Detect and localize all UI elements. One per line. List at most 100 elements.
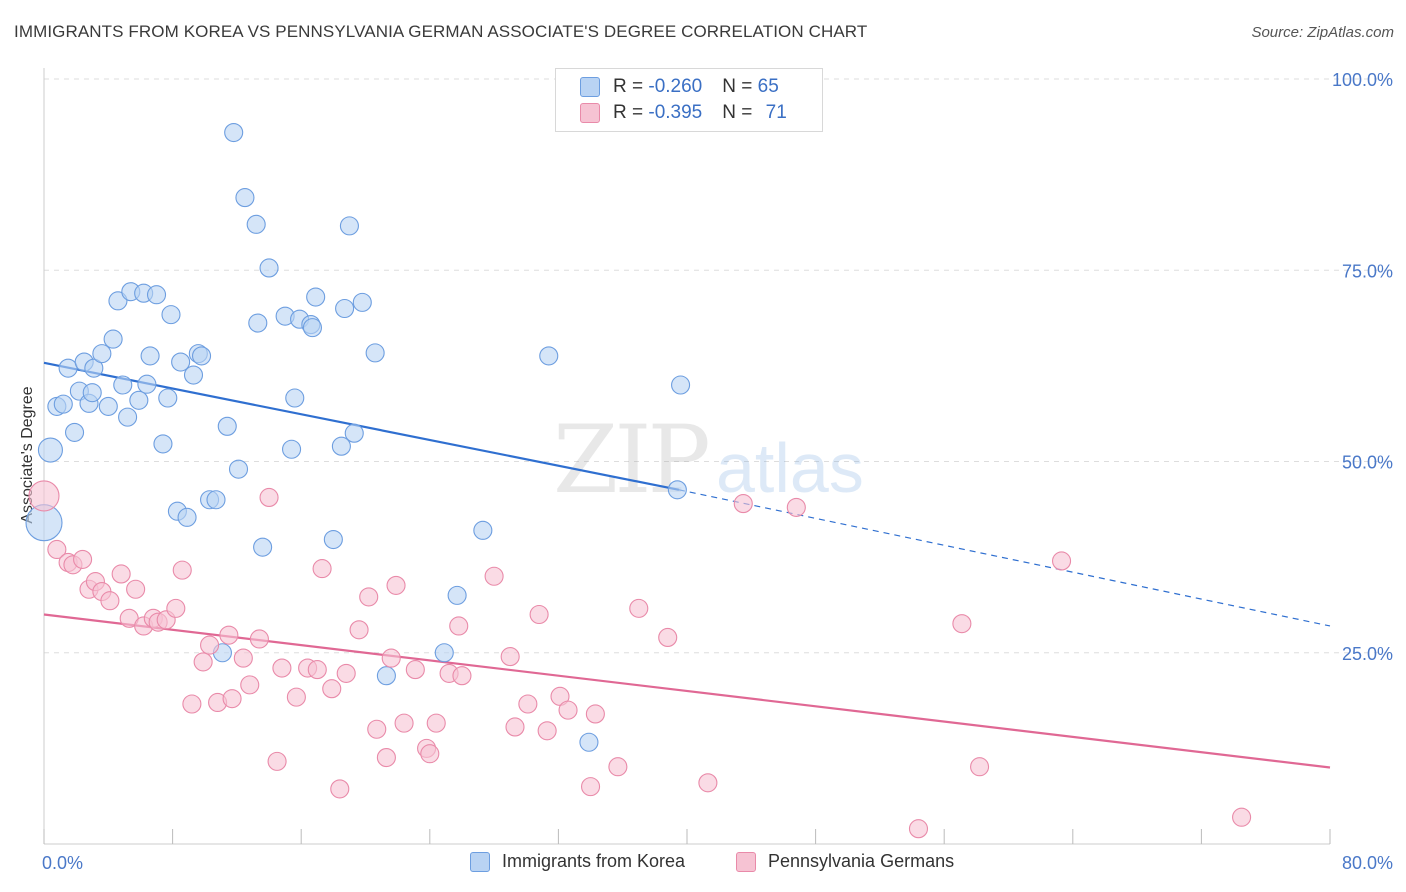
legend-r-value: -0.260 bbox=[648, 76, 703, 97]
korea-point bbox=[671, 375, 691, 395]
korea-point bbox=[53, 394, 73, 414]
legend-n-value: 71 bbox=[765, 102, 787, 123]
bottom-legend-swatch-korea bbox=[470, 851, 490, 872]
korea-point bbox=[161, 305, 181, 325]
pa-german-point bbox=[307, 660, 327, 680]
pa-german-point bbox=[585, 704, 605, 724]
pa-german-point bbox=[386, 575, 406, 595]
pa-german-point bbox=[394, 713, 414, 733]
korea-point bbox=[82, 383, 102, 403]
korea-point bbox=[248, 313, 268, 333]
korea-point bbox=[217, 416, 237, 436]
pa-german-point bbox=[629, 598, 649, 618]
korea-point bbox=[58, 358, 78, 378]
pa-german-point bbox=[100, 591, 120, 611]
pa-german-point bbox=[518, 694, 538, 714]
pa-german-point bbox=[233, 648, 253, 668]
korea-point bbox=[84, 358, 104, 378]
korea-point bbox=[118, 407, 138, 427]
pa-german-point bbox=[200, 635, 220, 655]
pa-german-point bbox=[786, 497, 806, 517]
korea-point bbox=[206, 490, 226, 510]
bottom-legend-korea: Immigrants from Korea bbox=[470, 851, 685, 872]
korea-point bbox=[434, 643, 454, 663]
pa-german-point bbox=[336, 663, 356, 683]
korea-point bbox=[183, 365, 204, 385]
korea-point bbox=[253, 537, 273, 557]
korea-point bbox=[246, 214, 266, 234]
pa-german-point bbox=[286, 687, 306, 707]
pa-german-point bbox=[952, 614, 972, 634]
pa-german-point bbox=[349, 620, 369, 640]
korea-point bbox=[473, 520, 493, 540]
korea-point bbox=[323, 529, 343, 550]
x-tick-label: 80.0% bbox=[1342, 853, 1393, 873]
pa-german-point bbox=[698, 773, 718, 793]
korea-point bbox=[539, 346, 559, 366]
pa-german-point bbox=[405, 660, 425, 680]
legend-swatch-korea bbox=[580, 77, 600, 97]
korea-point bbox=[228, 459, 249, 479]
korea-point bbox=[447, 585, 467, 605]
pa-german-point bbox=[193, 652, 213, 672]
pa-german-point bbox=[420, 744, 440, 764]
grid-layer bbox=[44, 78, 1393, 654]
korea-point bbox=[235, 188, 255, 208]
korea-point bbox=[153, 434, 173, 454]
bottom-legend-label-korea: Immigrants from Korea bbox=[502, 851, 686, 871]
pa-german-point bbox=[367, 719, 387, 739]
legend-swatch-pa-german bbox=[580, 103, 600, 123]
chart-title: IMMIGRANTS FROM KOREA VS PENNSYLVANIA GE… bbox=[14, 22, 868, 41]
korea-point bbox=[191, 346, 212, 366]
tick-label-layer: 25.0% 50.0% 75.0% 100.0% 0.0% 80.0% bbox=[42, 70, 1393, 873]
pa-german-point bbox=[505, 717, 525, 737]
pa-german-point bbox=[1051, 551, 1072, 571]
y-tick-label: 25.0% bbox=[1342, 644, 1393, 664]
pa-german-point bbox=[172, 560, 192, 580]
korea-point bbox=[158, 388, 178, 408]
korea-point bbox=[344, 423, 364, 443]
pa-german-point bbox=[970, 757, 990, 777]
pa-german-point bbox=[537, 721, 557, 741]
point-layer bbox=[25, 123, 1252, 839]
legend-n-label: N = bbox=[722, 102, 758, 123]
pa-german-point bbox=[484, 566, 504, 586]
pa-german-point bbox=[580, 777, 601, 797]
korea-point bbox=[224, 123, 244, 143]
korea-point bbox=[64, 422, 85, 442]
korea-point bbox=[302, 318, 323, 338]
korea-point bbox=[140, 346, 160, 366]
korea-point bbox=[352, 292, 372, 312]
pa-german-point bbox=[658, 627, 678, 648]
y-tick-label: 75.0% bbox=[1342, 261, 1393, 281]
legend-n-value: 65 bbox=[757, 76, 779, 97]
pa-german-point bbox=[219, 625, 239, 645]
pa-german-point bbox=[249, 629, 269, 649]
korea-point bbox=[339, 216, 359, 236]
pa-german-point bbox=[166, 598, 186, 618]
pa-german-point bbox=[376, 748, 396, 768]
chart-source: Source: ZipAtlas.com bbox=[1251, 24, 1394, 41]
bottom-legend-label-pa-german: Pennsylvania Germans bbox=[768, 851, 955, 871]
korea-point bbox=[667, 480, 687, 500]
bottom-legend-pa-german: Pennsylvania Germans bbox=[736, 851, 954, 872]
pa-german-point bbox=[330, 779, 350, 799]
pa-german-point bbox=[259, 487, 279, 508]
correlation-legend: R = -0.260 N = 65 R = -0.395 N = 71 bbox=[555, 68, 823, 132]
bottom-legend-swatch-pa-german bbox=[736, 851, 756, 872]
korea-point bbox=[365, 343, 385, 363]
korea-point bbox=[113, 375, 133, 395]
pa-german-point bbox=[908, 819, 929, 839]
pa-german-point bbox=[47, 539, 67, 560]
pa-german-point bbox=[322, 679, 342, 699]
korea-point bbox=[306, 287, 326, 307]
korea-point bbox=[335, 298, 355, 319]
x-tick-label: 0.0% bbox=[42, 853, 83, 873]
pa-german-point bbox=[222, 689, 242, 709]
korea-trend-line-extension bbox=[678, 489, 1331, 627]
y-tick-label: 50.0% bbox=[1342, 453, 1393, 473]
pa-german-point bbox=[240, 675, 260, 695]
pa-german-point bbox=[111, 564, 131, 584]
pa-german-point bbox=[558, 700, 578, 720]
